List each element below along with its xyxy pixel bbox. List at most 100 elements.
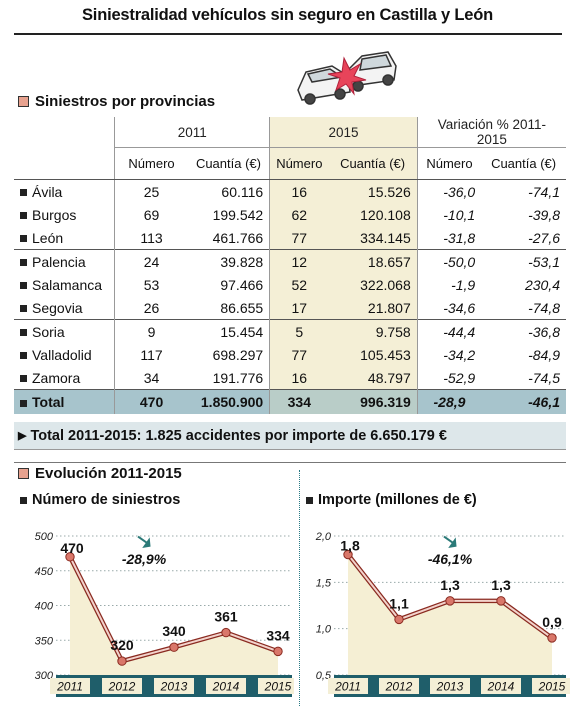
province-name: Ávila — [14, 179, 115, 203]
total-vc: -46,1 — [481, 389, 566, 414]
table-row: Zamora 34 191.776 16 48.797 -52,9 -74,5 — [14, 366, 566, 390]
cell-cuantia-2011: 60.116 — [187, 179, 270, 203]
cell-cuantia-2015: 105.453 — [328, 343, 418, 366]
data-label: 1,3 — [440, 577, 460, 593]
evolution-label: Evolución 2011-2015 — [35, 465, 182, 482]
header-2011: 2011 — [114, 117, 270, 148]
section-bullet — [18, 96, 29, 107]
x-tick-label: 2015 — [538, 680, 566, 694]
x-tick-label: 2011 — [334, 680, 361, 694]
data-point — [547, 633, 557, 643]
x-tick-chip — [379, 678, 419, 694]
cell-numero-2011: 24 — [114, 249, 188, 273]
table-row: Segovia 26 86.655 17 21.807 -34,6 -74,8 — [14, 296, 566, 320]
triangle-bullet-icon: ▶ — [18, 430, 27, 442]
cell-cuantia-2011: 86.655 — [220, 299, 264, 316]
area-fill — [70, 556, 278, 675]
table-row: Burgos 69 199.542 62 120.108 -10,1 -39,8 — [14, 203, 566, 226]
row-bullet — [20, 352, 27, 360]
cell-var-cuantia: -36,8 — [481, 319, 566, 343]
cell-var-numero: -34,6 — [416, 296, 482, 320]
car-crash-icon — [297, 51, 397, 105]
cell-numero-2015: 5 — [269, 319, 329, 343]
cell-numero-2015: 77 — [269, 343, 329, 366]
cell-var-cuantia: -39,8 — [528, 206, 560, 223]
cell-numero-2011: 69 — [114, 203, 188, 226]
cell-var-cuantia: -74,5 — [528, 369, 560, 386]
total-label: Total — [14, 389, 115, 414]
cell-var-numero: -50,0 — [416, 249, 482, 273]
x-tick-label: 2013 — [160, 680, 188, 694]
data-point — [394, 614, 404, 625]
province-name: Salamanca — [14, 273, 115, 296]
cell-var-cuantia: -84,9 — [528, 346, 560, 363]
province-name: Segovia — [14, 296, 115, 320]
x-tick-chip — [258, 678, 294, 694]
total-c2015: 996.319 — [328, 389, 418, 414]
table-row: Valladolid 117 698.297 77 105.453 -34,2 -84,9 — [14, 343, 566, 366]
table-section-heading: Siniestros por provincias — [18, 93, 215, 110]
table-header-groups: 2011 2015 Variación % 2011-2015 — [14, 117, 566, 148]
y-tick-label: 300 — [35, 670, 54, 682]
cell-cuantia-2015: 9.758 — [328, 319, 418, 343]
cell-numero-2015: 12 — [269, 249, 329, 273]
province-name: Valladolid — [14, 343, 115, 366]
y-tick-label: 2,0 — [315, 531, 332, 543]
cell-numero-2011: 53 — [114, 273, 188, 296]
cell-cuantia-2015: 322.068 — [328, 273, 418, 296]
data-point — [496, 596, 506, 606]
cell-cuantia-2011: 698.297 — [212, 346, 264, 363]
cell-cuantia-2015: 18.657 — [328, 249, 418, 273]
header-2015: 2015 — [269, 117, 418, 148]
cell-var-numero: -36,0 — [416, 179, 482, 203]
cell-cuantia-2011: 461.766 — [212, 229, 264, 246]
y-tick-label: 400 — [35, 601, 54, 613]
row-bullet — [20, 305, 27, 313]
header-variation: Variación % 2011-2015 — [416, 117, 566, 148]
col-numero-var: Número — [416, 147, 482, 180]
province-name: Soria — [14, 319, 115, 343]
col-cuantia-2015: Cuantía (€) — [328, 147, 418, 180]
x-tick-label: 2012 — [108, 680, 136, 694]
cell-var-cuantia: -53,1 — [481, 249, 566, 273]
cell-var-numero: -44,4 — [416, 319, 482, 343]
section-rule — [14, 462, 566, 463]
col-cuantia-2011: Cuantía (€) — [187, 147, 270, 180]
cell-cuantia-2015: 334.145 — [328, 226, 418, 250]
variation-annotation: -46,1% — [428, 551, 473, 567]
total-n2015: 334 — [269, 389, 329, 414]
row-bullet — [20, 235, 27, 243]
title-rule — [14, 33, 562, 35]
x-tick-chip — [50, 678, 90, 694]
cell-var-numero: -34,2 — [416, 343, 482, 366]
row-bullet — [20, 282, 27, 290]
province-name: Burgos — [14, 203, 115, 226]
y-tick-label: 0,5 — [316, 670, 332, 682]
row-bullet — [20, 189, 27, 197]
cell-var-numero: -1,9 — [416, 273, 482, 296]
data-point — [445, 596, 455, 606]
col-cuantia-var: Cuantía (€) — [481, 147, 566, 180]
cell-var-cuantia: -74,1 — [481, 179, 566, 203]
y-tick-label: 500 — [35, 531, 54, 543]
cell-numero-2011: 26 — [114, 296, 188, 320]
evolution-heading: Evolución 2011-2015 — [18, 465, 182, 482]
area-fill — [348, 554, 552, 675]
importe-line-chart: 0,5 1,0 1,5 2,0 1,8 1,1 1,3 1,3 0,9 2011 2012 2013 2… — [315, 531, 570, 697]
row-bullet — [20, 212, 27, 220]
x-tick-chip — [328, 678, 368, 694]
cell-cuantia-2015: 15.526 — [328, 179, 418, 203]
cell-cuantia-2011: 39.828 — [187, 249, 270, 273]
provinces-table: 2011 2015 Variación % 2011-2015 Número C… — [14, 117, 566, 414]
y-tick-label: 350 — [35, 635, 54, 647]
y-tick-label: 450 — [35, 566, 54, 578]
table-row: León 113 461.766 77 334.145 -31,8 -27,6 — [14, 226, 566, 250]
siniestros-line-chart: 300 350 400 450 500 470 320 340 361 334 2011 2012 20… — [35, 531, 294, 697]
down-arrow-icon — [137, 535, 151, 549]
data-label: 334 — [266, 627, 290, 643]
cell-numero-2011: 117 — [114, 343, 188, 366]
cell-numero-2011: 34 — [114, 366, 188, 390]
x-tick-label: 2014 — [212, 680, 240, 694]
x-tick-label: 2013 — [436, 680, 464, 694]
x-tick-label: 2015 — [264, 680, 292, 694]
